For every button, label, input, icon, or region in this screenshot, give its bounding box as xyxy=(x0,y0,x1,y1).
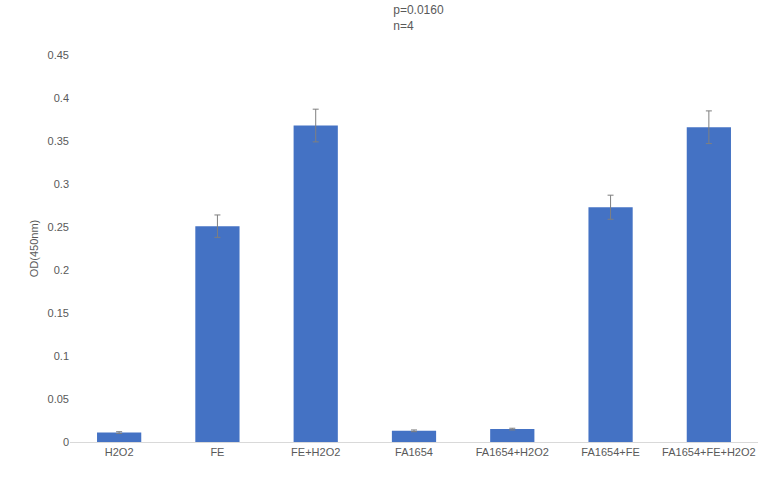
svg-text:0: 0 xyxy=(63,436,69,448)
svg-text:p=0.0160n=4: p=0.0160n=4 xyxy=(393,3,444,33)
svg-text:0.4: 0.4 xyxy=(54,92,69,104)
svg-text:0.3: 0.3 xyxy=(54,178,69,190)
svg-text:FE+H2O2: FE+H2O2 xyxy=(291,446,340,458)
svg-text:FA1654: FA1654 xyxy=(395,446,433,458)
svg-text:0.2: 0.2 xyxy=(54,264,69,276)
svg-text:0.1: 0.1 xyxy=(54,350,69,362)
svg-text:FA1654+FE+H2O2: FA1654+FE+H2O2 xyxy=(662,446,756,458)
svg-text:0.45: 0.45 xyxy=(48,49,69,61)
svg-text:FE: FE xyxy=(210,446,224,458)
svg-text:FA1654+H2O2: FA1654+H2O2 xyxy=(476,446,549,458)
svg-text:0.25: 0.25 xyxy=(48,221,69,233)
svg-text:0.35: 0.35 xyxy=(48,135,69,147)
svg-text:0.15: 0.15 xyxy=(48,307,69,319)
svg-text:H2O2: H2O2 xyxy=(105,446,134,458)
svg-text:FA1654+FE: FA1654+FE xyxy=(581,446,639,458)
svg-text:OD(450nm): OD(450nm) xyxy=(28,220,40,277)
svg-text:0.05: 0.05 xyxy=(48,393,69,405)
